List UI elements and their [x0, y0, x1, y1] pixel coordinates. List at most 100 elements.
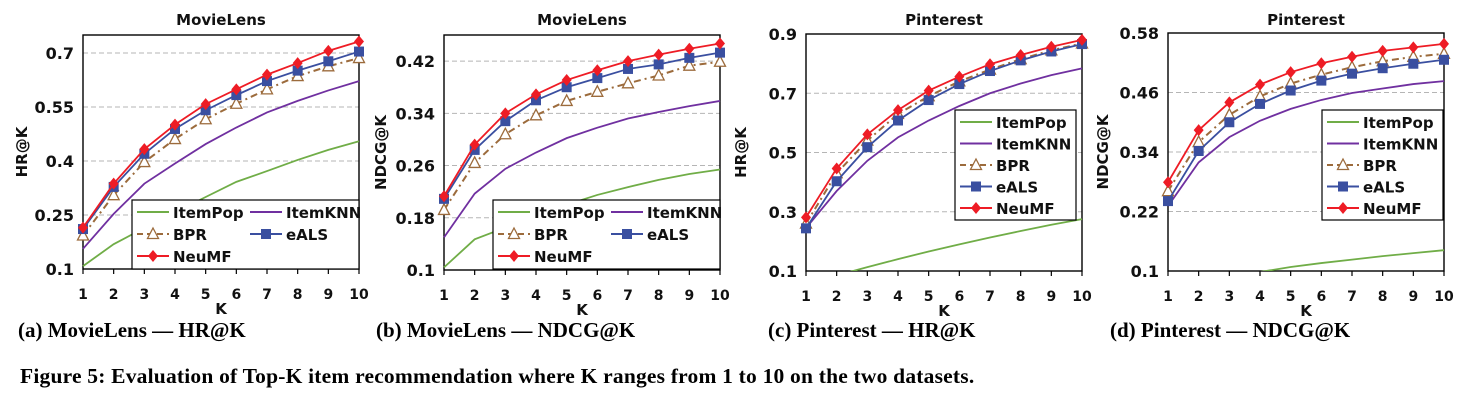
x-tick-label: 2: [470, 288, 480, 304]
data-point-neumf: [262, 68, 272, 81]
data-point-bpr: [621, 75, 635, 89]
x-axis-label: K: [1300, 302, 1313, 320]
legend-marker-neumf: [509, 250, 519, 262]
legend-label-bpr: BPR: [996, 157, 1030, 175]
data-point-eals: [292, 65, 303, 76]
data-point-bpr: [76, 228, 90, 241]
x-tick-label: 5: [1286, 289, 1296, 305]
data-point-neumf: [170, 118, 180, 131]
x-tick-label: 7: [1347, 289, 1357, 305]
series-line-bpr: [805, 42, 1083, 225]
data-point-neumf: [561, 74, 572, 87]
data-point-eals: [354, 46, 364, 57]
data-point-eals: [1193, 146, 1204, 157]
legend-box: [131, 199, 360, 270]
data-point-eals: [561, 82, 572, 93]
x-tick-label: 2: [109, 287, 119, 303]
x-tick-label: 3: [862, 289, 872, 305]
data-point-neumf: [1439, 37, 1449, 50]
data-point-eals: [500, 116, 511, 127]
y-tick-label: 0.25: [35, 206, 74, 225]
data-point-eals: [862, 142, 873, 153]
legend-label-itemknn: ItemKNN: [1363, 136, 1438, 154]
y-tick-label: 0.26: [396, 157, 435, 176]
x-tick-label: 7: [623, 288, 633, 304]
y-axis-label: NDCG@K: [1094, 113, 1112, 189]
y-tick-label: 0.3: [769, 203, 797, 222]
data-point-neumf: [1316, 57, 1327, 70]
x-tick-label: 8: [1378, 289, 1388, 305]
data-point-eals: [1347, 68, 1357, 79]
series-line-itemknn: [443, 100, 721, 238]
legend-marker-neumf: [1338, 202, 1348, 214]
series-line-eals: [1167, 58, 1445, 202]
series-line-bpr: [1167, 52, 1445, 192]
legend-label-itempop: ItemPop: [534, 204, 605, 222]
figure-caption: Figure 5: Evaluation of Top-K item recom…: [20, 364, 975, 388]
data-point-eals: [715, 47, 725, 58]
data-point-neumf: [1285, 66, 1296, 79]
data-point-eals: [623, 63, 633, 74]
data-point-neumf: [231, 83, 242, 96]
x-tick-label: 1: [1163, 289, 1173, 305]
data-point-eals: [1163, 196, 1173, 207]
data-point-neumf: [715, 37, 725, 50]
x-tick-label: 2: [1194, 289, 1204, 305]
series-group: [76, 35, 366, 267]
chart-title: MovieLens: [537, 11, 627, 29]
legend-label-neumf: NeuMF: [534, 248, 593, 266]
x-tick-label: 4: [170, 287, 180, 303]
data-point-eals: [592, 73, 603, 84]
data-point-neumf: [684, 42, 695, 55]
plot-frame: [443, 34, 721, 271]
x-tick-label: 8: [293, 287, 303, 303]
series-line-itempop: [1260, 249, 1445, 271]
data-point-eals: [923, 95, 934, 106]
series-line-eals: [805, 43, 1083, 229]
x-tick-label: 6: [1316, 289, 1326, 305]
data-point-neumf: [500, 107, 511, 120]
data-point-neumf: [139, 143, 150, 156]
data-point-neumf: [653, 48, 664, 61]
data-point-eals: [323, 56, 334, 67]
data-point-neumf: [200, 98, 211, 111]
legend-marker-bpr: [969, 157, 983, 171]
x-tick-label: 1: [801, 289, 811, 305]
x-axis-label: K: [938, 302, 951, 320]
legend-label-neumf: NeuMF: [1363, 200, 1422, 218]
legend-marker-eals: [971, 181, 981, 192]
plot-frame: [805, 33, 1083, 272]
x-tick-label: 6: [592, 288, 602, 304]
legend: ItemPop ItemKNN BPR eALS NeuMF: [131, 199, 361, 270]
data-point-neumf: [354, 35, 364, 48]
legend-label-itemknn: ItemKNN: [647, 204, 722, 222]
y-tick-label: 0.9: [769, 25, 797, 44]
data-point-bpr: [107, 187, 121, 201]
x-tick-label: 5: [201, 287, 211, 303]
legend-marker-neumf: [971, 202, 981, 214]
x-tick-label: 9: [684, 288, 694, 304]
data-point-neumf: [592, 64, 603, 77]
data-point-neumf: [469, 138, 480, 151]
series-line-neumf: [82, 40, 360, 229]
legend-marker-eals: [622, 229, 632, 239]
series-line-itempop: [82, 140, 360, 267]
y-tick-label: 0.1: [769, 262, 797, 281]
data-point-eals: [684, 52, 695, 63]
data-point-eals: [1408, 58, 1419, 69]
legend-label-bpr: BPR: [534, 226, 568, 244]
x-tick-label: 8: [654, 288, 664, 304]
data-point-bpr: [498, 126, 512, 140]
subcaption-c: (c) Pinterest — HR@K: [768, 318, 976, 342]
data-point-eals: [985, 66, 995, 77]
y-tick-label: 0.7: [769, 84, 797, 103]
x-tick-label: 3: [1224, 289, 1234, 305]
data-point-neumf: [323, 44, 334, 57]
data-point-neumf: [1377, 44, 1388, 57]
y-axis-label: HR@K: [13, 125, 31, 177]
x-tick-label: 4: [893, 289, 903, 305]
data-point-bpr: [199, 111, 213, 125]
legend-marker-bpr: [1336, 157, 1350, 171]
x-axis-label: K: [576, 301, 589, 319]
x-tick-label: 5: [562, 288, 572, 304]
